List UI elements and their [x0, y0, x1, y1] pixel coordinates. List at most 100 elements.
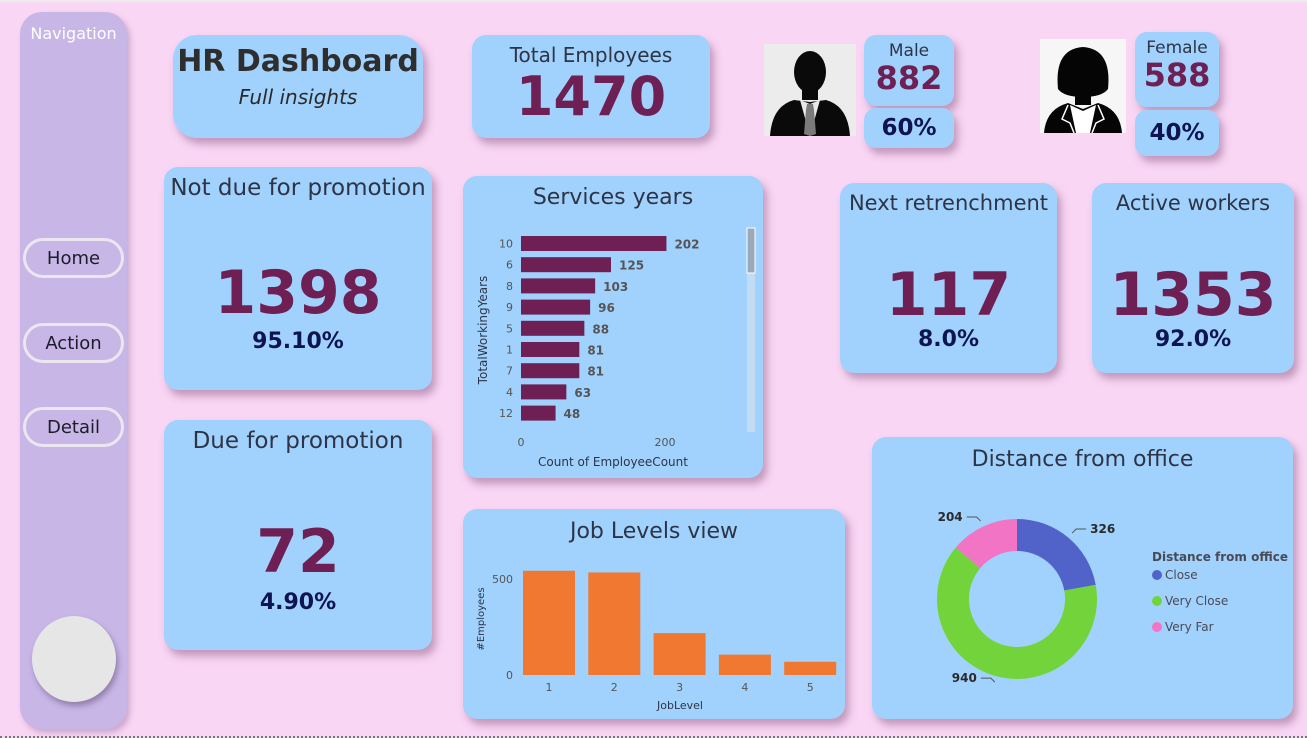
navigation-title: Navigation — [30, 24, 117, 43]
not-due-value: 1398 — [214, 258, 382, 328]
total-employees-label: Total Employees — [509, 43, 673, 67]
services-x-tick-0: 0 — [518, 436, 525, 449]
female-card: Female 588 — [1135, 32, 1219, 107]
job-x-tick: 1 — [546, 681, 553, 694]
male-value: 882 — [875, 59, 943, 97]
services-x-axis-label: Count of EmployeeCount — [538, 455, 688, 469]
nav-home-button[interactable]: Home — [23, 238, 124, 278]
services-y-tick: 4 — [506, 386, 513, 399]
due-label: Due for promotion — [192, 428, 404, 454]
job-x-tick: 5 — [807, 681, 814, 694]
services-bar-label: 48 — [564, 407, 581, 421]
services-bar-label: 81 — [587, 365, 604, 379]
legend-item-close[interactable]: Close — [1165, 568, 1198, 582]
page-title: HR Dashboard — [177, 44, 419, 79]
not-due-label: Not due for promotion — [170, 175, 426, 201]
services-scrollbar-thumb[interactable] — [746, 227, 756, 274]
services-y-tick: 5 — [506, 322, 513, 335]
distance-chart-card: Distance from office 326 940 204 Distance … — [872, 437, 1293, 719]
due-pct: 4.90% — [259, 590, 337, 615]
job-x-axis-label: JobLevel — [656, 699, 703, 712]
services-bar-label: 103 — [603, 280, 628, 294]
donut-slice-very-close[interactable] — [937, 547, 1097, 679]
job-level-bar[interactable] — [523, 570, 575, 675]
services-bar[interactable] — [521, 363, 580, 379]
distance-chart-title: Distance from office — [971, 447, 1194, 472]
female-value: 588 — [1143, 56, 1211, 94]
male-pct: 60% — [881, 115, 937, 141]
services-y-tick: 8 — [506, 280, 513, 293]
services-bar-label: 63 — [574, 386, 591, 400]
not-due-promotion-card: Not due for promotion 1398 95.10% — [164, 167, 432, 390]
services-bar[interactable] — [521, 342, 580, 357]
services-scrollbar-track[interactable] — [747, 228, 755, 432]
total-employees-card: Total Employees 1470 — [472, 35, 710, 138]
nav-circle-button[interactable] — [32, 616, 116, 702]
services-bar[interactable] — [521, 299, 591, 315]
bottom-border — [0, 736, 1307, 738]
job-x-tick: 4 — [741, 681, 748, 694]
services-bar-label: 81 — [587, 344, 604, 358]
legend-marker — [1152, 570, 1162, 580]
retrenchment-label: Next retrenchment — [848, 191, 1049, 215]
services-y-tick: 10 — [499, 238, 513, 251]
due-value: 72 — [256, 517, 340, 587]
legend-marker — [1152, 622, 1162, 632]
services-y-axis-label: TotalWorkingYears — [476, 276, 490, 386]
female-pct-card: 40% — [1135, 110, 1219, 156]
legend-item-very-far[interactable]: Very Far — [1165, 620, 1214, 634]
services-x-tick-200: 200 — [655, 436, 676, 449]
services-bar[interactable] — [521, 384, 567, 400]
donut-data-label: 204 — [938, 510, 963, 524]
job-level-bar[interactable] — [588, 572, 641, 675]
services-y-tick: 9 — [506, 301, 513, 314]
job-level-bar[interactable] — [718, 654, 771, 675]
job-level-bar[interactable] — [784, 661, 837, 675]
total-employees-value: 1470 — [515, 65, 667, 128]
retrenchment-pct: 8.0% — [917, 327, 979, 352]
female-pct: 40% — [1149, 120, 1205, 146]
services-years-chart-card: Services years 10 202 6 125 8 103 9 96 5 88 1 81 7 81… — [463, 176, 763, 478]
due-promotion-card: Due for promotion 72 4.90% — [164, 420, 432, 650]
services-y-tick: 7 — [506, 365, 513, 378]
donut-leader-line — [980, 677, 996, 683]
job-level-bar[interactable] — [653, 633, 706, 675]
services-bar[interactable] — [521, 278, 596, 294]
retrenchment-value: 117 — [885, 260, 1012, 330]
active-workers-pct: 92.0% — [1154, 327, 1232, 352]
page-subtitle: Full insights — [238, 85, 358, 109]
legend-item-very-close[interactable]: Very Close — [1165, 594, 1228, 608]
donut-slice-close[interactable] — [1017, 519, 1096, 591]
donut-data-label: 326 — [1090, 522, 1115, 536]
services-bar[interactable] — [521, 257, 611, 273]
job-x-tick: 2 — [611, 681, 618, 694]
legend-marker — [1152, 596, 1162, 606]
nav-detail-button[interactable]: Detail — [23, 407, 124, 447]
services-bar-label: 96 — [598, 301, 615, 315]
nav-action-button[interactable]: Action — [23, 323, 124, 363]
navigation-panel: Navigation Home Action Detail — [20, 12, 127, 729]
job-y-axis-label: #Employees — [476, 587, 487, 650]
retrenchment-card: Next retrenchment 117 8.0% — [840, 183, 1057, 373]
active-workers-label: Active workers — [1115, 191, 1271, 215]
services-y-tick: 1 — [506, 344, 513, 357]
donut-leader-line — [1071, 528, 1087, 534]
job-levels-chart-title: Job Levels view — [569, 519, 739, 544]
services-bar[interactable] — [521, 236, 667, 251]
donut-slice-very-far[interactable] — [955, 519, 1017, 569]
services-bar[interactable] — [521, 405, 556, 421]
job-y-tick-0: 0 — [506, 669, 513, 682]
donut-leader-line — [966, 516, 982, 522]
active-workers-value: 1353 — [1109, 260, 1277, 330]
female-label: Female — [1146, 38, 1208, 58]
male-avatar-icon — [764, 44, 856, 136]
not-due-pct: 95.10% — [252, 329, 344, 354]
female-avatar-icon — [1040, 39, 1126, 133]
services-y-tick: 6 — [506, 259, 513, 272]
distance-legend-title: Distance from office — [1152, 550, 1288, 564]
male-label: Male — [888, 41, 930, 61]
job-x-tick: 3 — [676, 681, 683, 694]
job-levels-chart: 1 2 3 4 5 #Employees 500 0 JobLevel — [476, 570, 837, 712]
job-y-tick-500: 500 — [492, 573, 513, 586]
services-bar[interactable] — [521, 320, 585, 336]
